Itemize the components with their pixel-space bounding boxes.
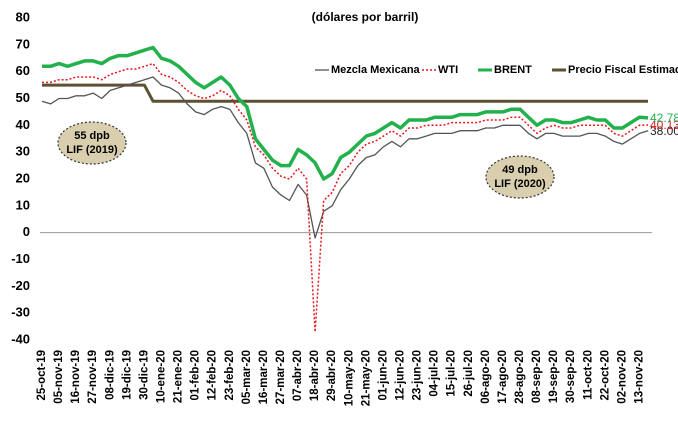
x-tick-label: 19-dic-19 <box>121 350 133 400</box>
x-tick-label: 08-dic-19 <box>104 350 116 400</box>
end-value-label: 42.78 <box>650 111 678 125</box>
series-line <box>42 45 649 181</box>
legend-label: Mezcla Mexicana <box>331 64 421 76</box>
legend-label: Precio Fiscal Estimado <box>568 64 678 76</box>
x-tick-label: 23-feb-20 <box>224 350 236 401</box>
x-tick-label: 04-jul-20 <box>429 350 441 397</box>
annotation-bubble <box>485 155 555 199</box>
series-line <box>41 76 649 239</box>
x-tick-label: 22-oct-20 <box>599 350 611 401</box>
x-tick-label: 17-ago-20 <box>497 350 509 404</box>
x-tick-label: 10-may-20 <box>343 350 355 406</box>
y-tick-label: -40 <box>11 331 30 346</box>
x-tick-label: 23-jun-20 <box>412 350 424 401</box>
x-tick-label: 01-feb-20 <box>190 350 202 401</box>
y-tick-label: 70 <box>16 36 30 51</box>
x-tick-label: 07-abr-20 <box>292 350 304 401</box>
legend-label: BRENT <box>494 64 532 76</box>
chart-subtitle: (dólares por barril) <box>312 10 419 24</box>
x-tick-label: 16-nov-19 <box>70 350 82 404</box>
annotation-text: 49 dpb <box>502 164 538 176</box>
end-value-label: 40.13 <box>650 118 678 132</box>
y-tick-label: 40 <box>16 117 30 132</box>
x-tick-label: 26-jul-20 <box>463 350 475 397</box>
x-tick-label: 21-ene-20 <box>173 350 185 403</box>
y-tick-label: 0 <box>23 224 30 239</box>
x-tick-label: 05-mar-20 <box>241 350 253 404</box>
y-tick-label: 10 <box>16 197 30 212</box>
x-tick-label: 30-sep-20 <box>565 350 577 403</box>
x-tick-label: 19-sep-20 <box>548 350 560 403</box>
series-line <box>42 62 649 333</box>
y-tick-label: -20 <box>11 278 30 293</box>
x-tick-label: 06-ago-20 <box>480 350 492 404</box>
x-tick-label: 27-nov-19 <box>87 350 99 404</box>
annotation-text: LIF (2020) <box>494 178 546 190</box>
x-tick-label: 30-dic-19 <box>138 350 150 400</box>
x-tick-label: 08-sep-20 <box>531 350 543 403</box>
y-tick-label: 80 <box>16 9 30 24</box>
x-tick-label: 25-oct-19 <box>36 350 48 401</box>
x-tick-label: 29-abr-20 <box>326 350 338 401</box>
annotation-bubble <box>57 121 127 165</box>
y-tick-label: -30 <box>11 305 30 320</box>
x-tick-label: 16-mar-20 <box>258 350 270 404</box>
x-tick-label: 27-mar-20 <box>275 350 287 404</box>
y-tick-label: 30 <box>16 144 30 159</box>
x-tick-label: 21-may-20 <box>360 350 372 406</box>
x-tick-label: 01-jun-20 <box>377 350 389 401</box>
annotation-text: LIF (2019) <box>66 144 118 156</box>
annotation-text: 55 dpb <box>74 130 110 142</box>
y-tick-label: 50 <box>16 90 30 105</box>
y-tick-label: 20 <box>16 170 30 185</box>
end-value-label: 38.00 <box>650 124 678 138</box>
x-tick-label: 12-jun-20 <box>395 350 407 401</box>
x-tick-label: 10-ene-20 <box>156 350 168 403</box>
legend-label: WTI <box>438 64 458 76</box>
x-tick-label: 28-ago-20 <box>514 350 526 404</box>
x-tick-label: 12-feb-20 <box>207 350 219 401</box>
x-tick-label: 15-jul-20 <box>446 350 458 397</box>
x-tick-label: 11-oct-20 <box>582 350 594 400</box>
x-tick-label: 05-nov-19 <box>53 350 65 404</box>
series-line <box>42 83 648 103</box>
x-tick-label: 02-nov-20 <box>616 350 628 404</box>
x-tick-label: 13-nov-20 <box>633 350 645 404</box>
x-tick-label: 18-abr-20 <box>309 350 321 401</box>
y-tick-label: -10 <box>11 251 30 266</box>
y-tick-label: 60 <box>16 63 30 78</box>
